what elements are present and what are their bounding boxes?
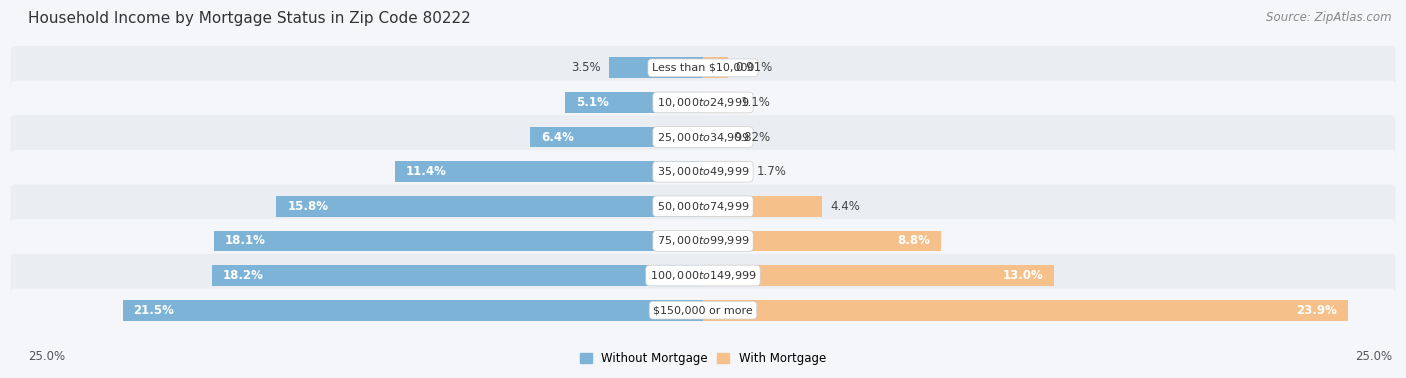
Legend: Without Mortgage, With Mortgage: Without Mortgage, With Mortgage bbox=[575, 347, 831, 370]
Text: 25.0%: 25.0% bbox=[28, 350, 65, 363]
Text: 8.8%: 8.8% bbox=[897, 234, 929, 248]
Bar bbox=[395, 161, 703, 182]
FancyBboxPatch shape bbox=[11, 254, 1395, 297]
Bar bbox=[212, 265, 703, 286]
Text: Less than $10,000: Less than $10,000 bbox=[652, 63, 754, 73]
Text: 13.0%: 13.0% bbox=[1002, 269, 1043, 282]
Text: 4.4%: 4.4% bbox=[830, 200, 859, 213]
Text: Household Income by Mortgage Status in Zip Code 80222: Household Income by Mortgage Status in Z… bbox=[28, 11, 471, 26]
Text: $100,000 to $149,999: $100,000 to $149,999 bbox=[650, 269, 756, 282]
Bar bbox=[214, 231, 703, 251]
FancyBboxPatch shape bbox=[11, 46, 1395, 90]
Text: Source: ZipAtlas.com: Source: ZipAtlas.com bbox=[1267, 11, 1392, 24]
Text: 1.1%: 1.1% bbox=[741, 96, 770, 109]
Bar bbox=[609, 57, 703, 78]
Text: 1.7%: 1.7% bbox=[756, 165, 787, 178]
Bar bbox=[703, 300, 1348, 321]
FancyBboxPatch shape bbox=[11, 81, 1395, 124]
Text: 21.5%: 21.5% bbox=[134, 304, 174, 317]
Text: $50,000 to $74,999: $50,000 to $74,999 bbox=[657, 200, 749, 213]
FancyBboxPatch shape bbox=[11, 184, 1395, 228]
Text: 6.4%: 6.4% bbox=[541, 130, 574, 144]
Text: 23.9%: 23.9% bbox=[1296, 304, 1337, 317]
Text: 11.4%: 11.4% bbox=[406, 165, 447, 178]
Bar bbox=[703, 127, 725, 147]
Bar bbox=[703, 196, 821, 217]
Bar bbox=[565, 92, 703, 113]
Text: $75,000 to $99,999: $75,000 to $99,999 bbox=[657, 234, 749, 248]
Text: 3.5%: 3.5% bbox=[571, 61, 600, 74]
Text: $150,000 or more: $150,000 or more bbox=[654, 305, 752, 315]
FancyBboxPatch shape bbox=[11, 115, 1395, 159]
Text: $25,000 to $34,999: $25,000 to $34,999 bbox=[657, 130, 749, 144]
Bar bbox=[703, 92, 733, 113]
Text: 18.2%: 18.2% bbox=[222, 269, 263, 282]
Text: $35,000 to $49,999: $35,000 to $49,999 bbox=[657, 165, 749, 178]
Bar bbox=[530, 127, 703, 147]
Bar bbox=[703, 57, 727, 78]
Bar bbox=[703, 265, 1054, 286]
FancyBboxPatch shape bbox=[11, 150, 1395, 194]
Text: 25.0%: 25.0% bbox=[1355, 350, 1392, 363]
Bar bbox=[703, 231, 941, 251]
Bar bbox=[703, 161, 749, 182]
Bar bbox=[277, 196, 703, 217]
Text: 5.1%: 5.1% bbox=[576, 96, 609, 109]
FancyBboxPatch shape bbox=[11, 288, 1395, 332]
Bar bbox=[122, 300, 703, 321]
Text: 0.91%: 0.91% bbox=[735, 61, 773, 74]
Text: 18.1%: 18.1% bbox=[225, 234, 266, 248]
Text: 15.8%: 15.8% bbox=[287, 200, 328, 213]
Text: 0.82%: 0.82% bbox=[734, 130, 770, 144]
FancyBboxPatch shape bbox=[11, 219, 1395, 263]
Text: $10,000 to $24,999: $10,000 to $24,999 bbox=[657, 96, 749, 109]
